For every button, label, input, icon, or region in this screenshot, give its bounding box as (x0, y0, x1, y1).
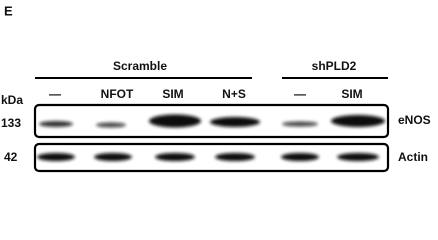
lane-label: — (49, 87, 61, 101)
blot-figure: E Scramble shPLD2 — NFOT SIM N+S — SIM k… (1, 3, 431, 173)
marker-label: 133 (1, 116, 21, 130)
group-label: Scramble (113, 59, 167, 73)
band-group (39, 114, 385, 128)
lane-label: NFOT (101, 87, 134, 101)
panel-label: E (4, 3, 13, 18)
band (215, 153, 255, 161)
marker-label: 42 (4, 150, 18, 164)
band (210, 117, 260, 127)
kda-label: kDa (1, 93, 23, 107)
band (37, 153, 75, 161)
lane-label: SIM (341, 87, 362, 101)
band (94, 153, 132, 161)
band (155, 153, 195, 161)
lane-label: SIM (162, 87, 183, 101)
band (281, 153, 319, 161)
lane-label: — (294, 87, 306, 101)
band (39, 121, 73, 127)
band-group (37, 153, 379, 161)
group-label: shPLD2 (312, 59, 357, 73)
lane-label: N+S (222, 87, 246, 101)
row-label: eNOS (398, 113, 431, 127)
band (331, 115, 385, 127)
row-label: Actin (398, 150, 428, 164)
band (282, 121, 318, 127)
blot-box (33, 142, 390, 173)
band (337, 153, 379, 161)
band (149, 114, 201, 128)
band (96, 122, 126, 128)
